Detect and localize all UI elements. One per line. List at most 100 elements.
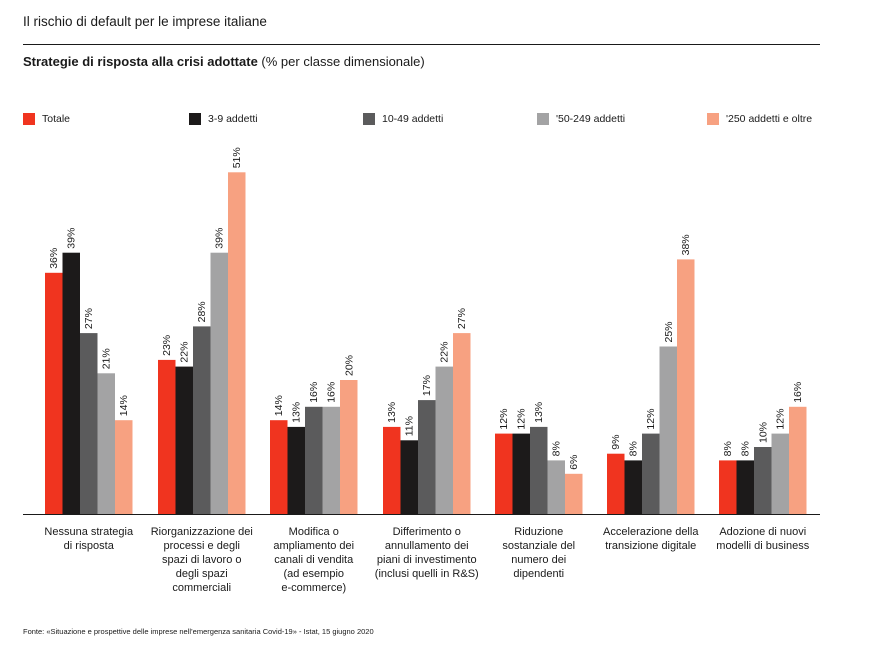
data-label: 9% — [610, 435, 622, 450]
data-label: 8% — [740, 441, 752, 456]
category-label: modelli di business — [716, 540, 809, 552]
data-label: 12% — [775, 409, 787, 430]
legend-label: '50-249 addetti — [556, 113, 626, 125]
bar — [193, 326, 211, 514]
data-label: 14% — [273, 395, 285, 416]
data-label: 16% — [792, 382, 804, 403]
data-label: 13% — [533, 402, 545, 423]
legend-swatch — [537, 113, 549, 125]
category-label: commerciali — [172, 582, 231, 594]
bar — [340, 380, 358, 514]
data-label: 36% — [48, 248, 60, 269]
bar — [400, 440, 418, 514]
category-label: Nessuna strategia — [44, 526, 134, 538]
bar — [62, 252, 80, 514]
category-label: sostanziale del — [502, 540, 575, 552]
data-label: 12% — [498, 409, 510, 430]
legend-swatch — [23, 113, 35, 125]
data-label: 39% — [66, 228, 78, 249]
category-label: Modifica o — [289, 526, 339, 538]
bar — [642, 433, 660, 514]
data-label: 12% — [516, 409, 528, 430]
data-label: 16% — [326, 382, 338, 403]
category-label: transizione digitale — [605, 540, 696, 552]
bar — [565, 473, 583, 514]
data-label: 27% — [83, 308, 95, 329]
data-label: 39% — [214, 228, 226, 249]
data-label: 20% — [343, 355, 355, 376]
legend-item: 3-9 addetti — [189, 112, 258, 126]
bar — [287, 426, 305, 514]
category-label: Riduzione — [514, 526, 563, 538]
source-note: Fonte: «Situazione e prospettive delle i… — [23, 627, 374, 636]
bar — [453, 333, 471, 514]
legend-label: 3-9 addetti — [208, 113, 258, 125]
bar — [547, 460, 565, 514]
category-label: e-commerce) — [281, 582, 346, 594]
category-label: ampliamento dei — [273, 540, 354, 552]
data-label: 8% — [722, 441, 734, 456]
bar — [418, 400, 436, 514]
category-label: degli spazi — [176, 568, 228, 580]
data-label: 21% — [101, 348, 113, 369]
data-label: 11% — [404, 416, 416, 436]
category-label: Accelerazione della — [603, 526, 699, 538]
bar — [771, 433, 789, 514]
data-label: 12% — [645, 409, 657, 430]
bar — [607, 453, 625, 514]
data-label: 14% — [118, 395, 130, 416]
bar — [175, 366, 193, 514]
category-label: (inclusi quelli in R&S) — [375, 568, 479, 580]
bar — [322, 406, 340, 514]
data-label: 16% — [308, 382, 320, 403]
category-label: piani di investimento — [377, 554, 477, 566]
data-label: 38% — [680, 234, 692, 255]
category-label: annullamento dei — [385, 540, 469, 552]
category-label: canali di vendita — [274, 554, 354, 566]
bar — [97, 373, 115, 514]
bar — [435, 366, 453, 514]
data-label: 13% — [291, 402, 303, 423]
category-label: spazi di lavoro o — [162, 554, 242, 566]
category-label: processi e degli — [164, 540, 240, 552]
data-label: 10% — [757, 422, 769, 443]
bar — [45, 272, 63, 514]
bar — [305, 406, 323, 514]
legend-swatch — [189, 113, 201, 125]
bar — [719, 460, 737, 514]
category-label: (ad esempio — [283, 568, 344, 580]
bar — [115, 420, 133, 514]
legend-label: 10-49 addetti — [382, 113, 444, 125]
bar — [383, 426, 401, 514]
bar — [210, 252, 228, 514]
bar — [228, 172, 246, 515]
page-title: Il rischio di default per le imprese ita… — [23, 14, 267, 29]
legend-label: Totale — [42, 113, 71, 125]
bar — [512, 433, 530, 514]
legend-label: '250 addetti e oltre — [726, 113, 813, 125]
legend-item: '250 addetti e oltre — [707, 112, 812, 126]
chart-subtitle-rest: (% per classe dimensionale) — [257, 54, 425, 69]
bar-chart: 36% 39% 27% 21% 14% Nessuna strategia di rispo… — [23, 147, 820, 594]
data-label: 13% — [386, 402, 398, 423]
bar — [80, 333, 98, 514]
bar — [624, 460, 642, 514]
bar — [754, 447, 772, 514]
data-label: 51% — [231, 147, 243, 168]
header-divider — [23, 44, 820, 45]
legend-swatch — [363, 113, 375, 125]
legend-swatch — [707, 113, 719, 125]
bar — [530, 426, 548, 514]
legend-item: 10-49 addetti — [363, 112, 443, 126]
bar — [158, 359, 176, 514]
bar — [789, 406, 807, 514]
category-label: numero dei — [511, 554, 566, 566]
bar — [736, 460, 754, 514]
data-label: 27% — [456, 308, 468, 329]
chart-subtitle: Strategie di risposta alla crisi adottat… — [23, 54, 425, 69]
category-label: Adozione di nuovi — [719, 526, 806, 538]
data-label: 22% — [179, 342, 191, 363]
category-label: dipendenti — [513, 568, 564, 580]
bar — [495, 433, 513, 514]
category-label: Riorganizzazione dei — [151, 526, 253, 538]
